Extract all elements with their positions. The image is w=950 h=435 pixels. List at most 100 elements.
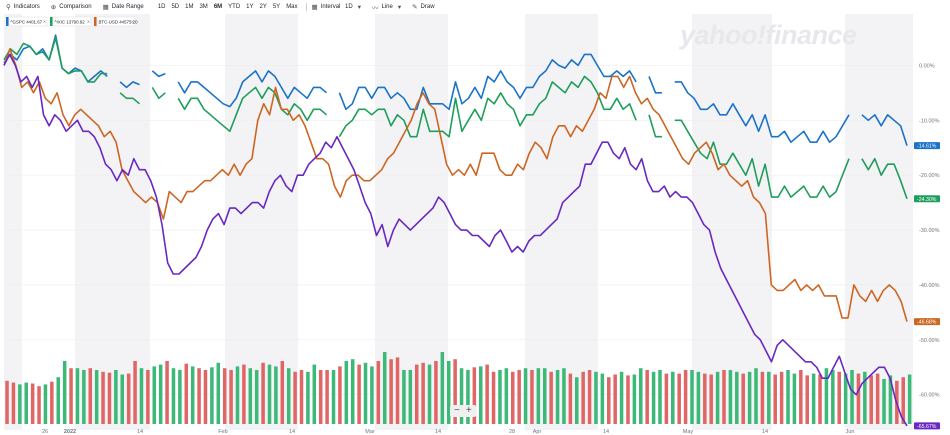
y-tick-label: -30.00%	[919, 228, 940, 234]
volume-bar	[446, 361, 451, 424]
series-line-btc-usd[interactable]	[3, 48, 908, 322]
volume-bar	[549, 371, 553, 424]
range-1d[interactable]: 1D	[157, 4, 166, 10]
volume-bar	[235, 366, 240, 424]
range-5y[interactable]: 5Y	[272, 4, 281, 10]
end-value-badge	[914, 195, 940, 203]
volume-bar	[478, 366, 483, 424]
close-icon[interactable]: ×	[43, 20, 46, 26]
volume-bar	[421, 362, 425, 424]
series-line--ixic[interactable]	[3, 37, 908, 200]
volume-bar	[818, 374, 822, 424]
range-max[interactable]: Max	[286, 4, 298, 10]
volume-bar	[325, 370, 329, 424]
volume-bar	[837, 371, 841, 424]
volume-bar	[683, 370, 688, 424]
indicators-label: Indicators	[13, 4, 40, 10]
volume-bar	[568, 373, 573, 424]
close-icon[interactable]: ×	[87, 20, 90, 26]
indicators-button[interactable]: ⚲ Indicators	[6, 3, 43, 11]
zoom-in-button[interactable]: +	[465, 405, 472, 416]
series-line-eth-usd[interactable]	[3, 53, 908, 427]
volume-bar	[197, 368, 201, 424]
series-line--gspc[interactable]	[3, 34, 908, 146]
volume-bar	[491, 371, 496, 424]
volume-bar	[639, 368, 643, 424]
volume-bar	[677, 373, 681, 424]
volume-bar	[56, 377, 61, 424]
range-ytd[interactable]: YTD	[228, 4, 241, 10]
volume-bar	[472, 367, 477, 424]
zoom-out-button[interactable]: −	[454, 405, 460, 416]
volume-bar	[434, 361, 438, 424]
volume-bar	[651, 371, 656, 424]
end-value-badge	[914, 318, 940, 326]
interval-button[interactable]: ▦ Interval 1D ▾	[312, 3, 364, 11]
volume-bar	[24, 382, 29, 424]
chart-type-label: Line	[381, 4, 393, 10]
range-2y[interactable]: 2Y	[259, 4, 267, 10]
volume-bar	[696, 371, 701, 424]
volume-bar	[786, 370, 790, 424]
volume-bar	[869, 375, 873, 424]
legend-chip[interactable]	[52, 16, 92, 27]
close-icon[interactable]: ×	[131, 20, 134, 26]
volume-bar	[11, 382, 16, 424]
volume-bar	[280, 361, 285, 424]
volume-bar	[542, 368, 547, 424]
x-tick-label: Jun	[846, 429, 855, 435]
volume-bar	[382, 352, 387, 424]
x-tick-label: 26	[42, 429, 48, 435]
legend-chip[interactable]	[96, 16, 136, 27]
date-range-button[interactable]: ▦ Date Range	[103, 3, 147, 11]
month-band	[75, 14, 150, 430]
x-tick-label: 2022	[64, 429, 76, 435]
y-tick-label: -20.00%	[919, 173, 940, 179]
chevron-down-icon: ▾	[357, 4, 361, 11]
volume-bar	[773, 374, 777, 424]
volume-bar	[805, 375, 809, 424]
volume-bar	[299, 370, 304, 424]
x-tick-label: 14	[762, 429, 768, 435]
volume-bar	[69, 368, 73, 424]
range-1y[interactable]: 1Y	[246, 4, 254, 10]
x-tick-label: 14	[603, 429, 609, 435]
draw-label: Draw	[420, 4, 435, 10]
volume-bar	[875, 373, 880, 424]
volume-bar	[50, 381, 54, 424]
x-tick-label: 14	[289, 429, 295, 435]
volume-bar	[575, 377, 579, 424]
volume-bar	[216, 362, 221, 424]
draw-button[interactable]: ✎ Draw	[412, 3, 437, 11]
volume-bar	[158, 364, 163, 424]
volume-bar	[510, 371, 515, 424]
range-5d[interactable]: 5D	[171, 4, 180, 10]
legend-chip-color	[6, 17, 9, 26]
volume-bar	[248, 368, 253, 424]
range-1m[interactable]: 1M	[185, 4, 194, 10]
date-range-label: Date Range	[111, 4, 144, 10]
chart-area[interactable]: 0.00% -10.00% -20.00% -30.00% -40.00% -50.00%…	[0, 14, 950, 435]
volume-bar	[203, 370, 208, 424]
zoom-controls: − +	[450, 405, 476, 417]
chart-toolbar: ⚲ Indicators ⊕ Comparison ▦ Date Range 1D 5…	[0, 0, 950, 14]
comparison-chart[interactable]: 0.00% -10.00% -20.00% -30.00% -40.00% -50.00%…	[0, 14, 950, 435]
legend-chip-color	[50, 17, 53, 26]
volume-bar	[357, 364, 361, 424]
comparison-button[interactable]: ⊕ Comparison	[51, 3, 95, 11]
volume-bar	[107, 372, 112, 424]
chart-type-button[interactable]: 〰 Line ▾	[372, 2, 404, 12]
end-value-label: -14.61%	[917, 144, 937, 150]
volume-bar	[133, 361, 137, 424]
legend-chip[interactable]	[8, 16, 48, 27]
y-tick-label: -60.00%	[919, 393, 940, 399]
volume-bar	[152, 366, 157, 424]
range-3m[interactable]: 3M	[199, 4, 208, 10]
interval-value: 1D	[345, 4, 353, 10]
volume-bar	[498, 370, 502, 424]
volume-bar	[37, 386, 41, 424]
volume-bar	[863, 371, 867, 424]
volume-bar	[402, 370, 406, 424]
volume-bar	[94, 370, 99, 424]
range-6m[interactable]: 6M	[213, 4, 223, 10]
